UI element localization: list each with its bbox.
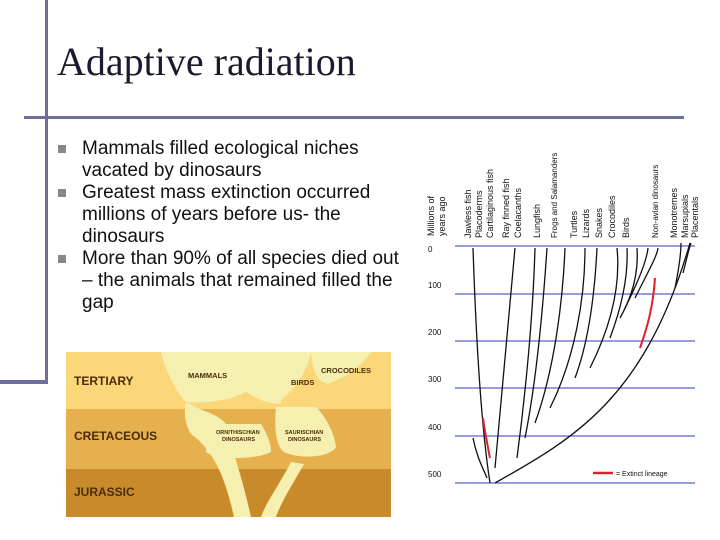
bullet-item: Greatest mass extinction occurred millio…: [58, 182, 408, 248]
era-label-jurassic: JURASSIC: [74, 485, 135, 499]
taxon-label: Monotremes: [669, 187, 679, 238]
time-axis: 0 100 200 300 400 500: [428, 245, 695, 484]
taxon-label: Snakes: [594, 207, 604, 238]
bullet-text: More than 90% of all species died out – …: [82, 248, 399, 313]
crocodile-lineage-blob: [311, 352, 371, 384]
legend-extinct-label: = Extinct lineage: [616, 471, 668, 478]
taxa-labels: Jawless fish Placoderms Cartilaginous fish…: [463, 153, 700, 238]
taxon-label: Birds: [621, 217, 631, 238]
branch-monotremes: [674, 242, 682, 289]
branch-lizards: [609, 247, 628, 339]
taxon-label: Non-avian dinosaurs: [651, 165, 660, 238]
tick-label-100: 100: [428, 281, 442, 290]
taxon-label: Placoderms: [474, 190, 484, 238]
branch-jawless-fish: [472, 247, 491, 484]
branch-frogs: [574, 247, 598, 379]
branch-crocodiles: [624, 247, 649, 309]
tick-label-0: 0: [428, 245, 433, 254]
taxon-label: Turtles: [569, 210, 579, 238]
taxon-label: Lizards: [581, 208, 591, 238]
branch-ray-finned: [516, 247, 536, 459]
taxon-label: Crocodiles: [607, 195, 617, 238]
branch-marsupials: [682, 242, 692, 274]
slide-title: Adaptive radiation: [57, 39, 356, 84]
branch-lungfish: [534, 247, 566, 424]
geologic-eras-figure: TERTIARY CRETACEOUS JURASSIC MAMMALS CRO…: [66, 352, 391, 517]
label-mammals: MAMMALS: [188, 371, 227, 380]
branch-mammal-stem: [494, 242, 691, 484]
ornithischian-blob: [206, 424, 271, 458]
bullet-square-icon: [58, 145, 66, 153]
branch-birds: [634, 247, 659, 299]
saurischian-stem-blob: [261, 462, 304, 517]
tree-background: [425, 138, 705, 488]
taxon-label: Coelacanths: [513, 187, 523, 238]
taxon-label: Placentals: [690, 196, 700, 238]
branch-coelacanth: [524, 247, 548, 439]
branch-turtles: [589, 247, 619, 369]
bullet-list: Mammals filled ecological niches vacated…: [58, 138, 408, 314]
branch-snakes: [619, 247, 638, 319]
axis-label-line1: Millions of: [426, 195, 436, 236]
main-trunk-blob: [184, 402, 251, 517]
title-divider: [24, 116, 684, 119]
taxon-label: Ray finned fish: [501, 178, 511, 238]
era-label-tertiary: TERTIARY: [74, 374, 134, 388]
taxon-label: Cartilaginous fish: [485, 169, 495, 238]
taxon-label: Marsupials: [680, 194, 690, 238]
mammal-lineage-blob: [161, 352, 311, 404]
label-birds: BIRDS: [291, 378, 314, 387]
label-saurischian-dinosaurs: DINOSAURS: [288, 437, 321, 443]
label-ornithischian: ORNITHISCHIAN: [216, 430, 260, 436]
tick-label-500: 500: [428, 470, 442, 479]
axis-label-line2: years ago: [437, 196, 447, 236]
left-accent-bar: [0, 0, 48, 384]
bullet-item: More than 90% of all species died out – …: [58, 248, 408, 314]
taxon-label: Jawless fish: [463, 189, 473, 238]
branch-bony-stem: [494, 247, 516, 469]
left-accent-foot: [0, 380, 48, 384]
label-crocodiles: CROCODILES: [321, 366, 371, 375]
branch-placoderm-stem: [472, 437, 488, 479]
taxon-label: Frogs and Salamanders: [550, 153, 559, 238]
branch-tetrapod: [549, 247, 586, 409]
bullet-text: Mammals filled ecological niches vacated…: [82, 138, 359, 181]
saurischian-blob: [275, 407, 336, 457]
tick-label-200: 200: [428, 328, 442, 337]
label-saurischian: SAURISCHIAN: [285, 430, 323, 436]
tick-label-400: 400: [428, 423, 442, 432]
lineage-branches: [472, 242, 692, 484]
bullet-text: Greatest mass extinction occurred millio…: [82, 182, 371, 247]
tick-label-300: 300: [428, 375, 442, 384]
extinct-placoderms: [482, 417, 491, 459]
bullet-square-icon: [58, 255, 66, 263]
phylogenetic-tree-figure: Millions of years ago 0 100 200 300 400 500 J…: [425, 138, 705, 488]
bullet-square-icon: [58, 189, 66, 197]
extinct-branches: [482, 277, 656, 459]
bullet-item: Mammals filled ecological niches vacated…: [58, 138, 408, 182]
era-label-cretaceous: CRETACEOUS: [74, 429, 157, 443]
taxon-label: Lungfish: [532, 204, 542, 238]
label-ornithischian-dinosaurs: DINOSAURS: [222, 437, 255, 443]
extinct-non-avian-dinosaurs: [639, 277, 656, 349]
